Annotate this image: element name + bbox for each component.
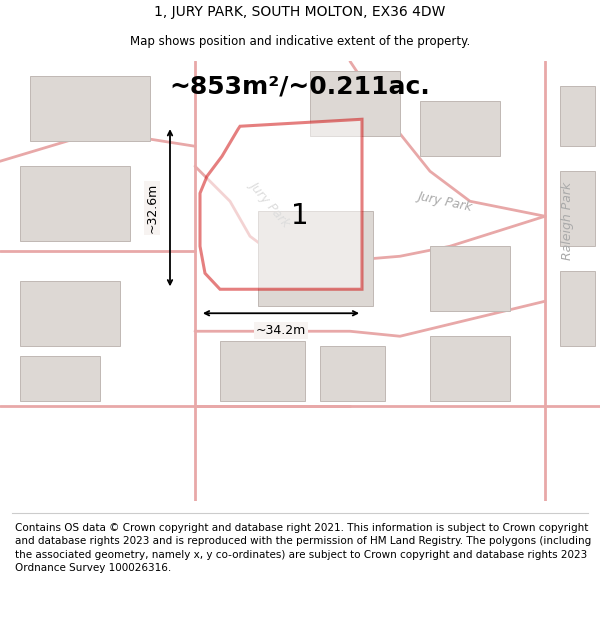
Bar [20,281,120,346]
Bar [560,86,595,146]
Text: ~853m²/~0.211ac.: ~853m²/~0.211ac. [170,74,430,98]
Bar [560,271,595,346]
Bar [430,246,510,311]
Bar [220,341,305,401]
Text: Map shows position and indicative extent of the property.: Map shows position and indicative extent… [130,35,470,48]
Bar [20,166,130,241]
Bar [320,346,385,401]
Bar [560,171,595,246]
Bar [30,76,150,141]
Text: Raleigh Park: Raleigh Park [562,182,575,261]
Bar [430,336,510,401]
Text: Jury Park: Jury Park [416,189,473,213]
Bar [310,71,400,136]
Text: 1: 1 [291,202,309,230]
Bar [420,101,500,156]
Text: Jury Park: Jury Park [247,177,293,229]
Bar [20,356,100,401]
Text: ~32.6m: ~32.6m [146,182,158,233]
Polygon shape [200,119,362,289]
Text: 1, JURY PARK, SOUTH MOLTON, EX36 4DW: 1, JURY PARK, SOUTH MOLTON, EX36 4DW [154,4,446,19]
Text: ~34.2m: ~34.2m [256,324,306,337]
Bar [258,211,373,306]
Text: Contains OS data © Crown copyright and database right 2021. This information is : Contains OS data © Crown copyright and d… [15,523,591,573]
